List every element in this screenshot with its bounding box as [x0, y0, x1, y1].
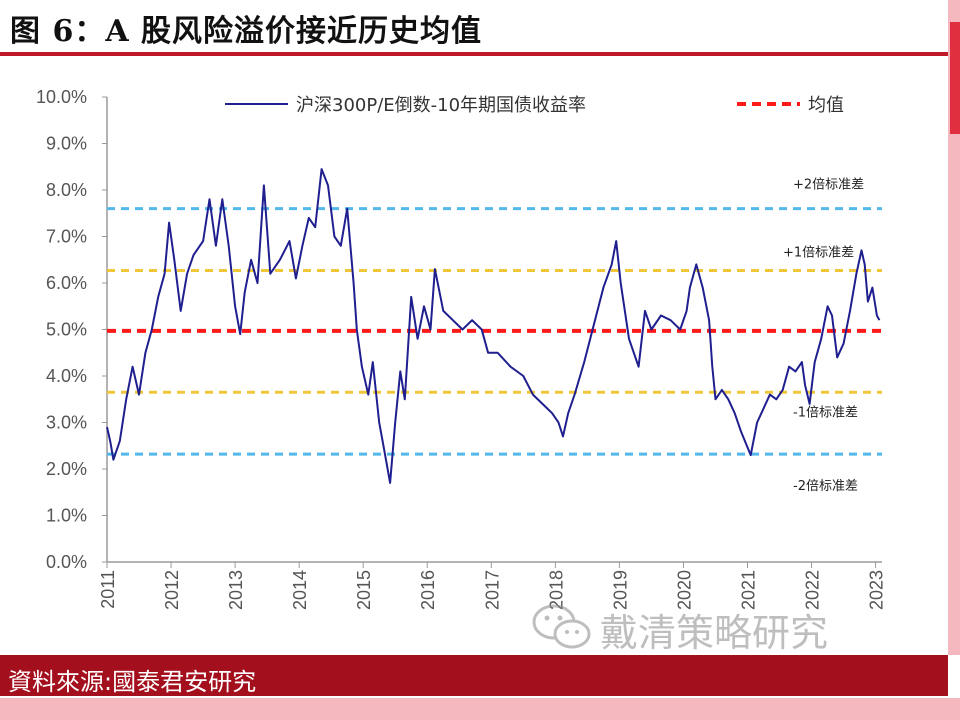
bottom-border-strip: [0, 698, 960, 720]
x-tick-label: 2012: [162, 570, 182, 610]
y-tick-label: 7.0%: [46, 227, 87, 247]
x-tick-label: 2015: [354, 570, 374, 610]
x-tick-label: 2023: [867, 570, 887, 610]
y-tick-label: 0.0%: [46, 552, 87, 572]
x-tick-label: 2011: [98, 570, 118, 609]
x-tick-label: 2022: [803, 570, 823, 610]
series-line: [106, 168, 881, 484]
y-tick-label: 3.0%: [46, 413, 87, 433]
source-text: 資料來源:國泰君安研究: [8, 668, 257, 696]
wechat-icon: [532, 604, 591, 649]
figure-title: 图 6：A 股风险溢价接近历史均值: [10, 14, 483, 49]
watermark: 戴清策略研究: [530, 600, 910, 656]
y-tick-label: 6.0%: [46, 273, 87, 293]
y-tick-label: 9.0%: [46, 134, 87, 154]
x-tick-label: 2017: [482, 570, 502, 610]
y-tick-label: 8.0%: [46, 180, 87, 200]
right-accent-block: [950, 22, 960, 134]
line-chart: 0.0% 1.0% 2.0% 3.0% 4.0% 5.0% 6.0% 7.0% 8.0% 9.0%…: [36, 87, 887, 610]
watermark-text: 戴清策略研究: [600, 611, 829, 655]
x-tick-label: 2018: [546, 570, 566, 610]
reference-line-label: -2倍标准差: [793, 479, 858, 494]
y-tick-label: 2.0%: [46, 459, 87, 479]
x-tick-label: 2013: [226, 570, 246, 610]
source-bar: 資料來源:國泰君安研究: [0, 655, 948, 696]
y-tick-label: 4.0%: [46, 366, 87, 386]
reference-line-label: -1倍标准差: [793, 405, 858, 420]
right-border-strip: [948, 0, 960, 655]
reference-line-label: +1倍标准差: [783, 245, 854, 260]
y-tick-label: 5.0%: [46, 320, 87, 340]
legend-label-mean: 均值: [808, 95, 844, 116]
x-tick-label: 2019: [610, 570, 630, 610]
x-tick-label: 2016: [418, 570, 438, 610]
x-tick-label: 2020: [674, 570, 694, 610]
legend-label-series: 沪深300P/E倒数-10年期国债收益率: [296, 95, 586, 116]
reference-line-label: +2倍标准差: [793, 178, 864, 193]
y-tick-label: 10.0%: [36, 87, 87, 107]
title-rule: [0, 52, 948, 56]
y-tick-label: 1.0%: [46, 506, 87, 526]
x-tick-label: 2021: [738, 570, 758, 610]
x-tick-label: 2014: [290, 570, 310, 610]
